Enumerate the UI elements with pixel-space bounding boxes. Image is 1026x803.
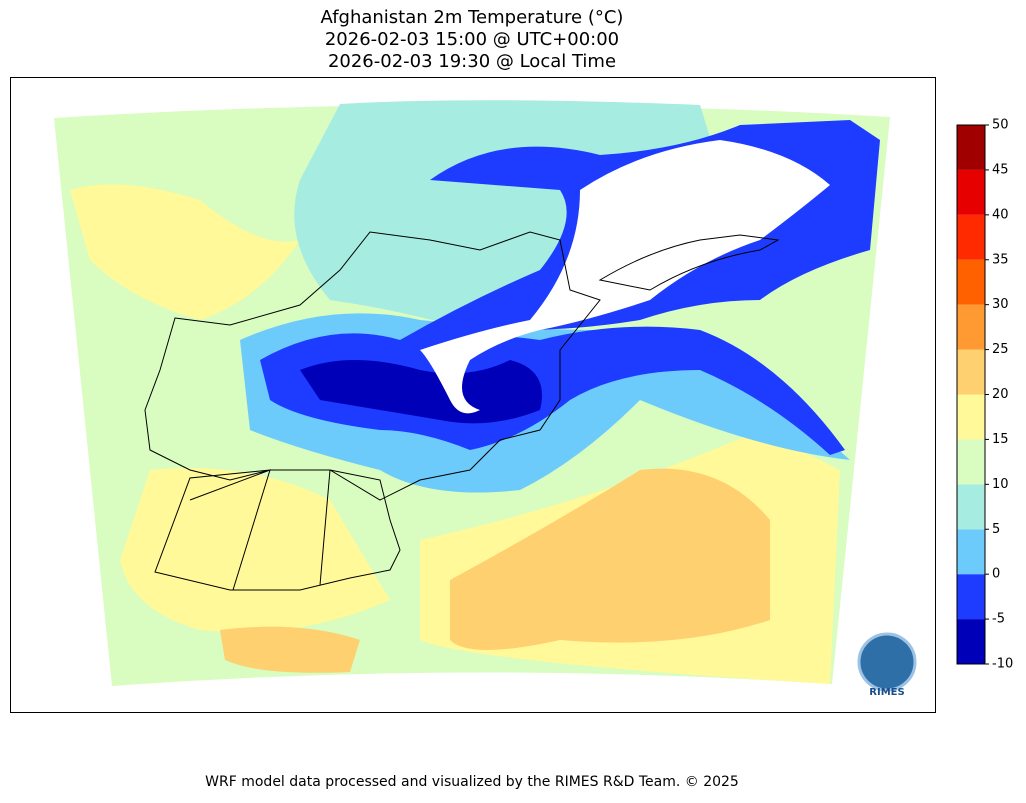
map [54, 100, 890, 686]
colorbar-segment [957, 304, 985, 350]
logo-emblem [857, 632, 917, 692]
colorbar-segment [957, 439, 985, 485]
colorbar-tick-label: 10 [992, 477, 1009, 492]
colorbar-segment [957, 349, 985, 395]
colorbar: -10 -5 0 5 10 15 20 25 30 35 40 45 50 [956, 118, 1013, 672]
masked-area [420, 140, 830, 414]
coldest-area [300, 360, 542, 424]
colorbar-tick-label: 30 [992, 297, 1009, 312]
colder-band [260, 326, 845, 455]
colorbar-tick-label: -10 [992, 657, 1013, 672]
colorbar-segment [957, 125, 985, 170]
colorbar-tick-label: 0 [992, 567, 1000, 582]
colorbar-segment [957, 484, 985, 530]
map-frame [10, 77, 936, 713]
footer: WRF model data processed and visualized … [205, 774, 739, 790]
colorbar-tick-label: 45 [992, 162, 1009, 177]
title-line: 2026-02-03 15:00 @ UTC+00:00 [325, 29, 619, 50]
colorbar-tick-label: 25 [992, 342, 1009, 357]
colorbar-tick-label: 20 [992, 387, 1009, 402]
title-line: 2026-02-03 19:30 @ Local Time [328, 51, 616, 72]
colorbar-segment [957, 619, 985, 664]
warmer-area [450, 468, 770, 650]
logo-label: RIMES [869, 687, 904, 698]
colorbar-tick-label: 40 [992, 207, 1009, 222]
logo: RIMES [857, 632, 917, 698]
colorbar-segment [957, 574, 985, 620]
title-line: Afghanistan 2m Temperature (°C) [321, 7, 624, 28]
colorbar-segment [957, 214, 985, 260]
colorbar-tick-label: -5 [992, 612, 1005, 627]
warmer-area [220, 626, 360, 673]
warm-area [120, 468, 390, 632]
colorbar-segment [957, 394, 985, 440]
colorbar-tick-label: 15 [992, 432, 1009, 447]
colorbar-tick-label: 5 [992, 522, 1000, 537]
colorbar-tick-label: 35 [992, 252, 1009, 267]
colorbar-tick-label: 50 [992, 118, 1009, 133]
admin-boundaries [598, 234, 780, 291]
colorbar-segment [957, 259, 985, 305]
colorbar-segment [957, 529, 985, 575]
warm-area [70, 184, 300, 320]
colorbar-segment [957, 169, 985, 215]
admin-boundaries [144, 231, 601, 591]
